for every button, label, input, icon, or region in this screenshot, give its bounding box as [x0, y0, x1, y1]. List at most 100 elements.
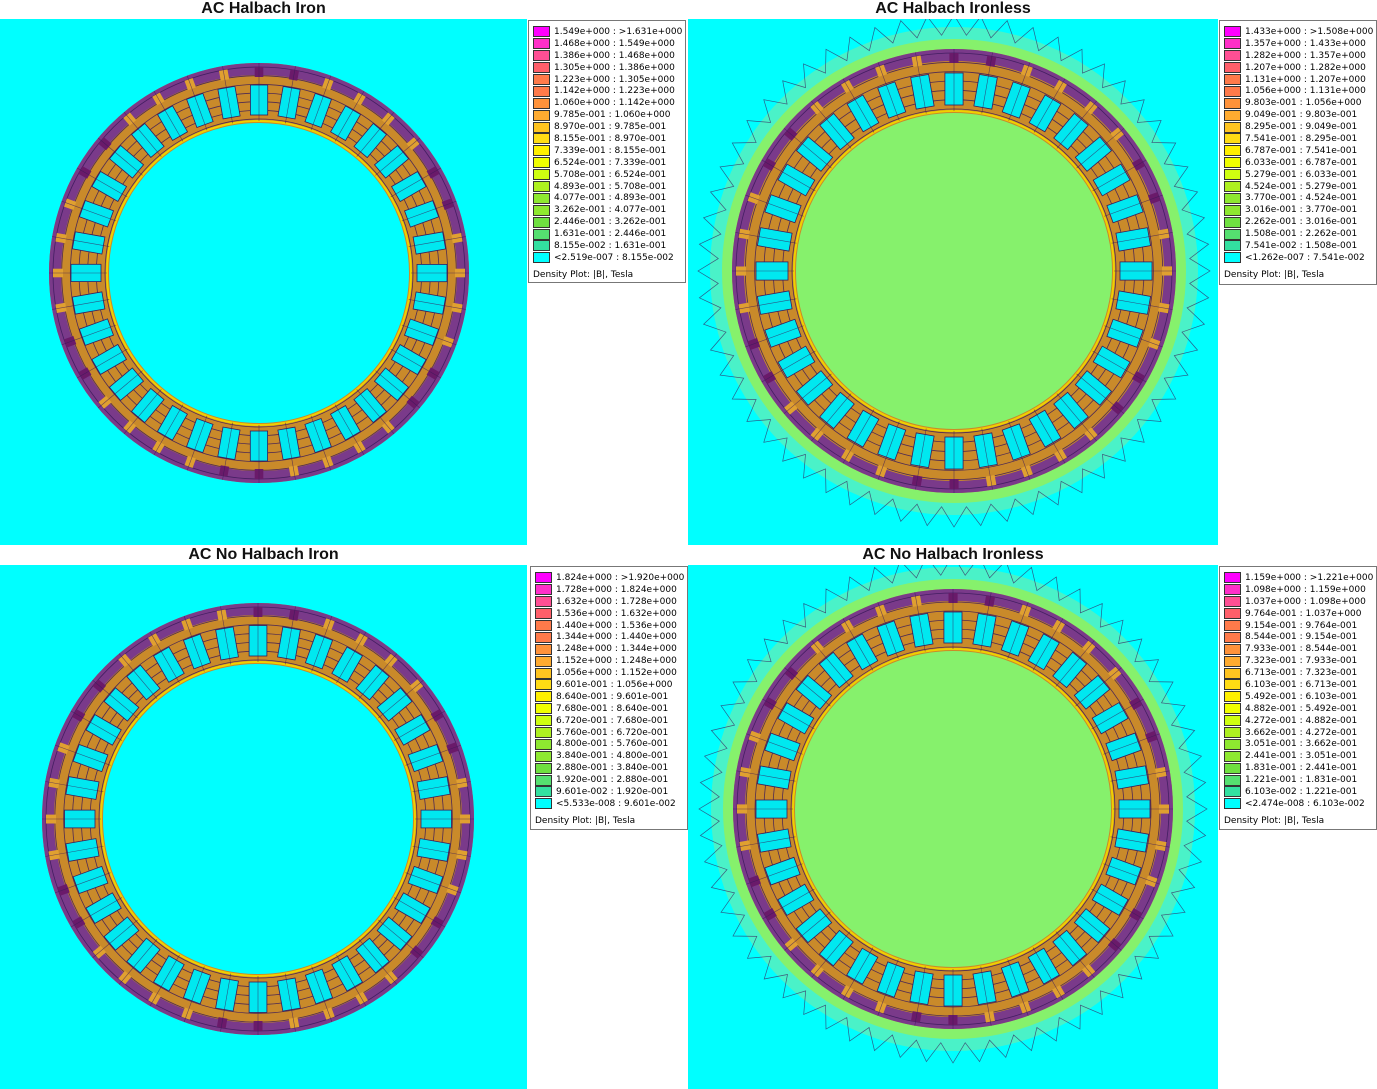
slot-group: [97, 367, 145, 409]
legend-label: 1.508e-001 : 2.262e-001: [1245, 229, 1358, 240]
legend-row: 1.433e+000 : >1.508e+000: [1224, 26, 1373, 38]
tooth-flux-line: [1007, 959, 1029, 1016]
legend-row: 1.131e+000 : 1.207e+000: [1224, 74, 1372, 86]
tooth-flux-line: [1103, 733, 1160, 755]
tooth-flux-line: [336, 631, 367, 684]
slot-group: [1104, 192, 1163, 224]
legend-swatch: [1224, 121, 1241, 133]
tooth-flux-line: [784, 667, 831, 707]
tooth-flux-line: [980, 966, 992, 1026]
legend-footer: Density Plot: |B|, Tesla: [533, 269, 634, 280]
tooth-flux-line: [1111, 298, 1173, 310]
tooth-flux-line: [334, 404, 365, 456]
legend-label: 4.272e-001 : 4.882e-001: [1245, 715, 1358, 726]
legend-swatch: [1224, 252, 1241, 264]
stator-ring: [49, 63, 469, 483]
slot-group: [411, 263, 469, 283]
slot-group: [944, 431, 964, 493]
slot-group: [1074, 370, 1125, 415]
legend-row: <5.533e-008 : 9.601e-002: [535, 798, 683, 810]
slot-group: [944, 49, 964, 111]
legend-row: 9.154e-001 : 9.764e-001: [1224, 620, 1372, 632]
legend-label: 1.098e+000 : 1.159e+000: [1245, 584, 1366, 595]
tooth-flux-line: [153, 90, 184, 142]
slot-group: [217, 66, 241, 124]
motor-field-svg: [49, 63, 469, 483]
legend-row: 1.536e+000 : 1.632e+000: [535, 608, 683, 620]
slot-group: [248, 603, 268, 662]
slot-group: [910, 428, 935, 490]
tooth-flux-line: [153, 404, 184, 456]
tooth-flux-line: [118, 653, 158, 699]
tooth-flux-line: [97, 370, 143, 409]
slot-group: [1110, 765, 1170, 790]
legend-label: 5.279e-001 : 6.033e-001: [1245, 169, 1358, 180]
legend-swatch: [535, 655, 552, 667]
tooth-flux-line: [762, 698, 815, 730]
tooth-flux-line: [358, 653, 398, 699]
legend-label: 6.524e-001 : 7.339e-001: [554, 157, 667, 168]
slot-group: [390, 166, 442, 203]
slot-group: [353, 387, 395, 435]
tooth-flux-line: [222, 422, 233, 480]
tooth-flux-line: [92, 679, 138, 719]
legend-label: 1.824e+000 : >1.920e+000: [556, 572, 685, 583]
legend-swatch: [533, 121, 550, 133]
legend-label: 7.339e-001 : 8.155e-001: [554, 145, 667, 156]
tooth-flux-line: [746, 863, 803, 885]
tooth-flux-line: [375, 370, 421, 409]
slot-group: [42, 809, 101, 829]
tooth-flux-line: [1111, 232, 1173, 244]
slot-group: [1052, 929, 1096, 978]
legend: 1.159e+000 : >1.221e+000 1.098e+000 : 1.1…: [1219, 566, 1377, 830]
legend-label: 9.803e-001 : 1.056e+000: [1245, 98, 1362, 109]
slot-group: [49, 263, 107, 283]
tooth-flux-line: [980, 592, 992, 652]
legend-row: 1.357e+000 : 1.433e+000: [1224, 38, 1372, 50]
tooth-flux-line: [70, 710, 123, 741]
legend-footer: Density Plot: |B|, Tesla: [1224, 815, 1325, 826]
slot-group: [54, 865, 111, 896]
legend-rows: 1.824e+000 : >1.920e+000 1.728e+000 : 1.8…: [535, 572, 685, 810]
legend-row: 9.803e-001 : 1.056e+000: [1224, 97, 1372, 109]
slot-group: [181, 615, 212, 672]
legend-label: 2.446e-001 : 3.262e-001: [554, 217, 667, 228]
legend-swatch: [1224, 667, 1241, 679]
slot-group: [45, 776, 104, 800]
legend-label: 7.541e-002 : 1.508e-001: [1245, 240, 1358, 251]
tooth-flux-line: [311, 966, 333, 1023]
legend-row: 8.640e-001 : 9.601e-001: [535, 691, 683, 703]
tooth-flux-line: [1103, 863, 1160, 885]
slot-group: [61, 318, 117, 348]
legend-row: 1.831e-001 : 2.441e-001: [1224, 762, 1372, 774]
legend-swatch: [533, 252, 550, 264]
legend-swatch: [1224, 204, 1241, 216]
legend-swatch: [1224, 584, 1241, 596]
legend-swatch: [1224, 240, 1241, 252]
legend-label: 1.207e+000 : 1.282e+000: [1245, 62, 1366, 73]
legend-label: 5.708e-001 : 6.524e-001: [554, 169, 667, 180]
slot-group: [277, 422, 301, 480]
legend-swatch: [1224, 133, 1241, 145]
legend-swatch: [535, 572, 552, 584]
slot-group: [1104, 318, 1163, 350]
tooth-flux-line: [412, 781, 471, 793]
tooth-flux-line: [784, 911, 831, 951]
tooth-flux-line: [1092, 350, 1147, 383]
legend-swatch: [533, 145, 550, 157]
slot-group: [909, 592, 934, 652]
legend-swatch: [1224, 109, 1241, 121]
tooth-flux-line: [877, 602, 899, 659]
legend-swatch: [535, 750, 552, 762]
legend-label: 8.295e-001 : 9.049e-001: [1245, 122, 1358, 133]
legend-row: 1.248e+000 : 1.344e+000: [535, 643, 683, 655]
legend-label: 2.880e-001 : 3.840e-001: [556, 763, 669, 774]
slot-group: [393, 892, 446, 929]
fringe-flux-lines: [698, 565, 1208, 1064]
legend-row: 6.524e-001 : 7.339e-001: [533, 157, 681, 169]
slot-group: [76, 166, 128, 202]
slot-group: [408, 231, 466, 255]
legend-row: 1.440e+000 : 1.536e+000: [535, 620, 683, 632]
legend-swatch: [1224, 62, 1241, 74]
slot-group: [329, 404, 366, 456]
